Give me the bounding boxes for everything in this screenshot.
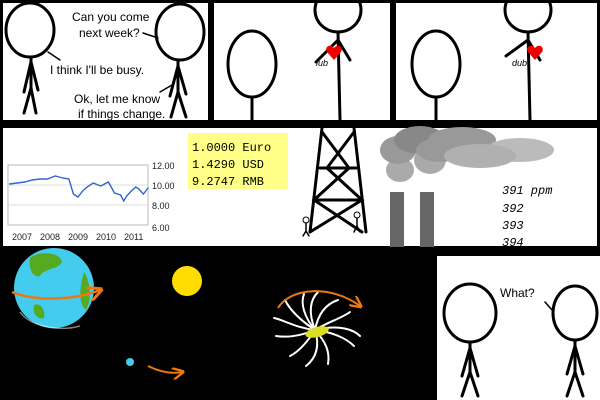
panel1-speech-1a: Can you come: [72, 10, 150, 24]
y-tick-label: 10.00: [152, 181, 175, 191]
chart-point: [31, 179, 33, 181]
panel-2: [214, 3, 390, 120]
power-tower: [308, 126, 368, 234]
panel1-speech-3b: if things change.: [78, 107, 165, 121]
co2-reading: 392: [502, 202, 524, 216]
panel1-person-left: [4, 1, 56, 115]
last-person-right: [551, 284, 599, 398]
currency-highlight: [188, 133, 288, 189]
chart-point: [107, 181, 109, 183]
x-tick-label: 2009: [68, 232, 88, 242]
galaxy-rotation-arrow: [277, 290, 360, 308]
speech-tail-3: [159, 84, 173, 93]
panel-last: [437, 256, 600, 400]
co2-readings: 391 ppm 392 393 394: [502, 184, 552, 250]
small-planet-icon: [126, 358, 134, 366]
panel-3: [396, 3, 597, 120]
chart-point: [142, 193, 144, 195]
last-speech: What?: [500, 286, 535, 300]
chart-point: [113, 192, 116, 194]
panel3-heart-label: dub: [512, 58, 527, 68]
chart-point: [92, 182, 94, 184]
smoke-cloud: [380, 126, 554, 182]
chart-point: [62, 177, 64, 179]
chart-point: [130, 190, 132, 192]
panel1-speech-1b: next week?: [79, 26, 140, 40]
panel2-person-left: [226, 29, 278, 122]
panel2-heart-label: lub: [316, 58, 328, 68]
chart-point: [120, 194, 122, 196]
currency-table: 1.0000 Euro 1.4290 USD 9.2747 RMB: [188, 133, 288, 189]
last-person-left: [442, 282, 498, 398]
speech-tail-1: [142, 32, 159, 39]
heart-icon: [527, 45, 543, 60]
y-tick-label: 8.00: [152, 201, 170, 211]
chart-point: [135, 186, 137, 188]
chart-points: [8, 175, 149, 202]
speech-tail-last: [544, 301, 553, 311]
y-tick-label: 12.00: [152, 161, 175, 171]
chart-point: [16, 182, 18, 184]
co2-reading: 393: [502, 219, 524, 233]
x-tick-label: 2010: [96, 232, 116, 242]
earth-icon: [14, 248, 94, 330]
chart-point: [77, 196, 79, 198]
sun-icon: [172, 266, 202, 296]
chart-point: [72, 193, 74, 195]
chart-point: [24, 181, 26, 183]
chart-point: [8, 183, 11, 185]
x-tick-label: 2007: [12, 232, 32, 242]
orbit-arrow: [147, 365, 182, 373]
currency-row-euro: 1.0000 Euro: [192, 141, 271, 155]
currency-row-rmb: 9.2747 RMB: [192, 175, 264, 189]
speech-tail-2: [47, 51, 61, 61]
chart-point: [82, 190, 84, 192]
chart-point: [86, 186, 88, 188]
chart-point: [123, 200, 125, 202]
chart-point: [147, 187, 149, 189]
chart-point: [39, 178, 41, 180]
chimney-left: [390, 192, 404, 247]
exchange-rate-chart: 12.00 10.00 8.00 6.00 2007 2008 2009 201…: [7, 161, 175, 242]
x-tick-label: 2011: [124, 232, 143, 242]
heart-icon: [326, 45, 342, 60]
panel1-speech-3a: Ok, let me know: [74, 92, 160, 106]
chart-point: [54, 175, 56, 177]
panel1-person-right: [154, 2, 206, 119]
chart-point: [100, 185, 102, 187]
panel3-person-left: [410, 29, 462, 122]
chart-point: [126, 195, 128, 197]
chart-point: [47, 178, 49, 180]
chimney-right: [420, 192, 434, 247]
galaxy-core: [305, 326, 329, 338]
co2-reading: 391 ppm: [502, 184, 552, 198]
panel1-speech-2: I think I'll be busy.: [50, 63, 144, 77]
chart-point: [68, 178, 70, 180]
rotation-arrow: [11, 290, 100, 299]
chart-plot-area: [7, 164, 149, 226]
y-tick-label: 6.00: [152, 223, 170, 233]
chart-point: [138, 188, 140, 190]
x-tick-label: 2008: [40, 232, 60, 242]
currency-row-usd: 1.4290 USD: [192, 158, 264, 172]
co2-reading: 394: [502, 236, 524, 250]
tiny-person-left: [302, 216, 310, 237]
panel-1: [3, 3, 208, 120]
tiny-person-right: [353, 211, 361, 233]
